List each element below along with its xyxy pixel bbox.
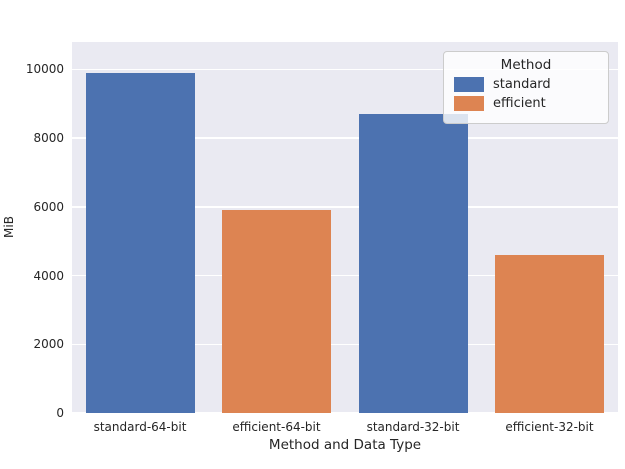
bar-efficient-64-bit (222, 210, 332, 413)
x-tick-label: standard-64-bit (93, 420, 187, 434)
plot-area: Method standard efficient (72, 42, 618, 414)
x-tick-label: efficient-64-bit (232, 420, 321, 434)
gridline (72, 137, 618, 139)
x-tick-label: standard-32-bit (366, 420, 460, 434)
y-tick-label: 4000 (33, 268, 64, 283)
gridline (72, 274, 618, 277)
legend-label: standard (493, 77, 551, 92)
legend-swatch-icon (454, 96, 484, 111)
legend: Method standard efficient (443, 51, 609, 124)
y-tick-label: 8000 (33, 131, 64, 146)
bar-standard-32-bit (358, 114, 468, 413)
gridline (72, 343, 618, 346)
gridline (72, 412, 618, 414)
y-axis-label: MiB (2, 216, 16, 238)
x-axis-label: Method and Data Type (268, 437, 422, 453)
bar-efficient-32-bit (495, 254, 605, 413)
bar-standard-64-bit (85, 72, 195, 413)
legend-entry-efficient: efficient (454, 96, 598, 111)
legend-entry-standard: standard (454, 77, 598, 92)
y-tick-label: 10000 (25, 62, 64, 77)
gridline (72, 206, 618, 208)
legend-label: efficient (493, 96, 546, 111)
legend-swatch-icon (454, 77, 484, 92)
gridline (72, 68, 618, 71)
y-tick-label: 2000 (33, 337, 64, 352)
x-tick-label: efficient-32-bit (505, 420, 594, 434)
y-tick-label: 6000 (33, 199, 64, 214)
legend-entries: standard efficient (454, 77, 598, 111)
y-tick-label: 0 (56, 406, 64, 420)
legend-title: Method (500, 57, 552, 73)
